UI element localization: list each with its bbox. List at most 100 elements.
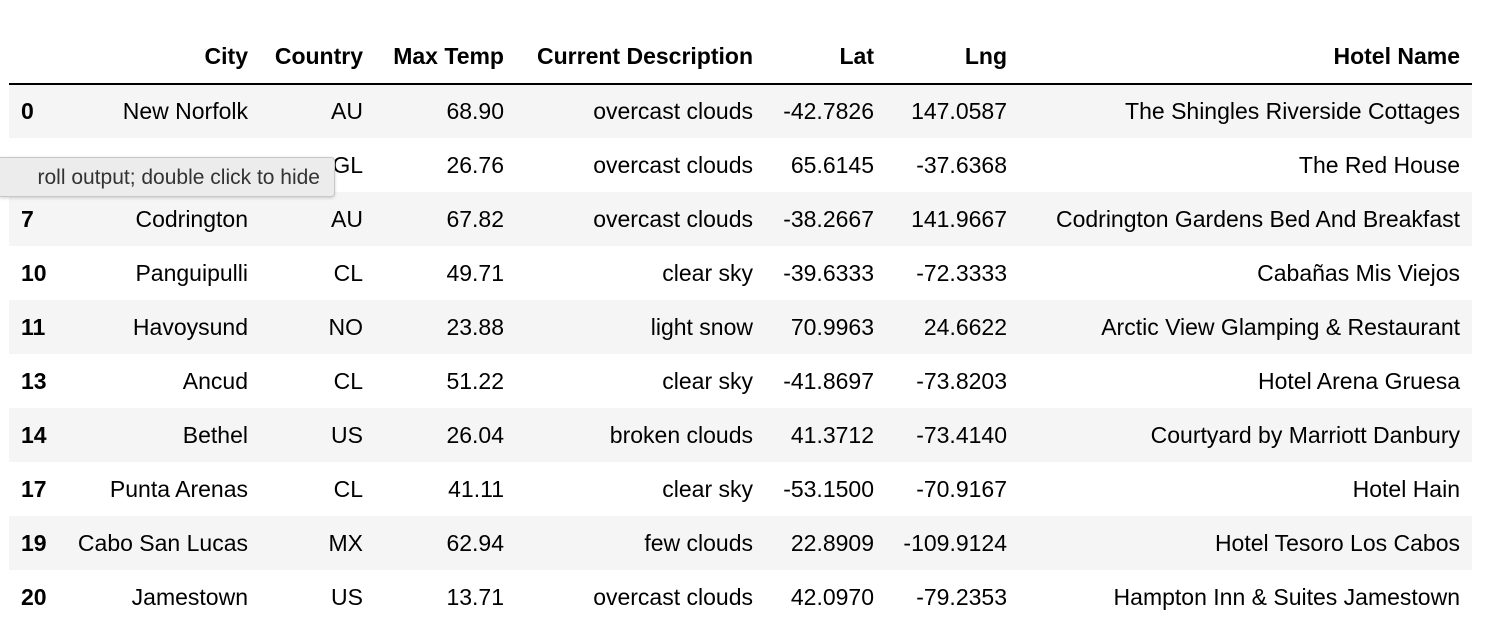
- cell-country: GL: [332, 151, 363, 178]
- table-row: 11 Havoysund NO 23.88 light snow 70.9963…: [9, 300, 1472, 354]
- header-index: [9, 30, 59, 85]
- table-row: 19 Cabo San Lucas MX 62.94 few clouds 22…: [9, 516, 1472, 570]
- row-index: 7: [21, 205, 34, 232]
- header-current-description: Current Description: [516, 30, 765, 85]
- row-index: 10: [21, 259, 47, 286]
- header-hotel-name: Hotel Name: [1019, 30, 1472, 85]
- header-city: City: [59, 30, 260, 85]
- row-index: 19: [21, 529, 47, 556]
- cell-max-temp: 62.94: [446, 529, 504, 556]
- header-lng: Lng: [886, 30, 1019, 85]
- cell-hotel-name: The Red House: [1298, 151, 1460, 178]
- cell-country: NO: [328, 313, 364, 340]
- table-header: City Country Max Temp Current Descriptio…: [9, 30, 1472, 85]
- cell-max-temp: 67.82: [446, 205, 504, 232]
- cell-country: AU: [331, 205, 363, 232]
- cell-lat: -39.6333: [783, 259, 874, 286]
- table-row: 10 Panguipulli CL 49.71 clear sky -39.63…: [9, 246, 1472, 300]
- cell-max-temp: 23.88: [446, 313, 504, 340]
- cell-description: clear sky: [662, 367, 753, 394]
- cell-description: broken clouds: [609, 421, 753, 448]
- row-index: 17: [21, 475, 47, 502]
- header-country: Country: [260, 30, 375, 85]
- cell-city: Havoysund: [132, 313, 248, 340]
- header-max-temp: Max Temp: [375, 30, 516, 85]
- cell-description: clear sky: [662, 259, 753, 286]
- cell-description: overcast clouds: [593, 151, 753, 178]
- table-row: 20 Jamestown US 13.71 overcast clouds 42…: [9, 570, 1472, 624]
- table-row: 0 New Norfolk AU 68.90 overcast clouds -…: [9, 84, 1472, 138]
- cell-hotel-name: Courtyard by Marriott Danbury: [1150, 421, 1460, 448]
- row-index: 13: [21, 367, 47, 394]
- cell-hotel-name: Cabañas Mis Viejos: [1257, 259, 1460, 286]
- cell-city: Codrington: [135, 205, 248, 232]
- cell-lat: 41.3712: [790, 421, 874, 448]
- cell-lng: 141.9667: [911, 205, 1007, 232]
- cell-country: US: [331, 583, 363, 610]
- cell-city: Cabo San Lucas: [77, 529, 248, 556]
- table-row: 14 Bethel US 26.04 broken clouds 41.3712…: [9, 408, 1472, 462]
- cell-lat: 22.8909: [790, 529, 874, 556]
- cell-hotel-name: Arctic View Glamping & Restaurant: [1101, 313, 1460, 340]
- cell-description: few clouds: [644, 529, 753, 556]
- cell-hotel-name: The Shingles Riverside Cottages: [1125, 98, 1460, 124]
- row-index: 14: [21, 421, 47, 448]
- row-index: 20: [21, 583, 47, 610]
- cell-hotel-name: Hampton Inn & Suites Jamestown: [1113, 583, 1460, 610]
- cell-lat: 65.6145: [790, 151, 874, 178]
- tooltip-text: roll output; double click to hide: [37, 166, 320, 189]
- table-row: 17 Punta Arenas CL 41.11 clear sky -53.1…: [9, 462, 1472, 516]
- cell-country: CL: [333, 259, 363, 286]
- cell-lat: 70.9963: [790, 313, 874, 340]
- cell-lat: -38.2667: [783, 205, 874, 232]
- cell-description: light snow: [650, 313, 753, 340]
- cell-country: MX: [328, 529, 364, 556]
- cell-lat: 42.0970: [790, 583, 874, 610]
- cell-country: CL: [333, 367, 363, 394]
- cell-description: overcast clouds: [593, 583, 753, 610]
- cell-max-temp: 26.04: [446, 421, 504, 448]
- cell-hotel-name: Hotel Tesoro Los Cabos: [1214, 529, 1460, 556]
- header-lat: Lat: [765, 30, 886, 85]
- cell-city: New Norfolk: [122, 98, 248, 124]
- cell-country: CL: [333, 475, 363, 502]
- cell-max-temp: 51.22: [446, 367, 504, 394]
- cell-lat: -41.8697: [783, 367, 874, 394]
- cell-city: Jamestown: [131, 583, 248, 610]
- cell-description: overcast clouds: [593, 205, 753, 232]
- cell-max-temp: 13.71: [446, 583, 504, 610]
- cell-lng: -109.9124: [903, 529, 1007, 556]
- cell-lng: 147.0587: [911, 98, 1007, 124]
- row-index: 0: [21, 98, 34, 124]
- cell-max-temp: 41.11: [448, 475, 504, 502]
- cell-lng: -72.3333: [916, 259, 1007, 286]
- output-area[interactable]: City Country Max Temp Current Descriptio…: [9, 30, 1472, 624]
- cell-lng: -70.9167: [916, 475, 1007, 502]
- cell-hotel-name: Codrington Gardens Bed And Breakfast: [1055, 205, 1460, 232]
- cell-lng: -37.6368: [916, 151, 1007, 178]
- cell-city: Bethel: [182, 421, 248, 448]
- cell-lng: 24.6622: [923, 313, 1007, 340]
- cell-hotel-name: Hotel Hain: [1352, 475, 1460, 502]
- table-row: 13 Ancud CL 51.22 clear sky -41.8697 -73…: [9, 354, 1472, 408]
- cell-city: Panguipulli: [135, 259, 248, 286]
- cell-description: overcast clouds: [593, 98, 753, 124]
- table-row: 7 Codrington AU 67.82 overcast clouds -3…: [9, 192, 1472, 246]
- cell-max-temp: 26.76: [446, 151, 504, 178]
- output-scroll-tooltip: roll output; double click to hide: [0, 157, 335, 197]
- header-row: City Country Max Temp Current Descriptio…: [9, 30, 1472, 85]
- cell-lat: -42.7826: [783, 98, 874, 124]
- cell-lng: -73.8203: [916, 367, 1007, 394]
- cell-description: clear sky: [662, 475, 753, 502]
- cell-country: US: [331, 421, 363, 448]
- dataframe-table: City Country Max Temp Current Descriptio…: [9, 30, 1472, 624]
- row-index: 11: [21, 313, 46, 340]
- cell-lat: -53.1500: [783, 475, 874, 502]
- cell-lng: -79.2353: [916, 583, 1007, 610]
- cell-lng: -73.4140: [916, 421, 1007, 448]
- cell-country: AU: [331, 98, 363, 124]
- cell-max-temp: 68.90: [446, 98, 504, 124]
- cell-max-temp: 49.71: [446, 259, 504, 286]
- cell-hotel-name: Hotel Arena Gruesa: [1257, 367, 1460, 394]
- cell-city: Ancud: [182, 367, 248, 394]
